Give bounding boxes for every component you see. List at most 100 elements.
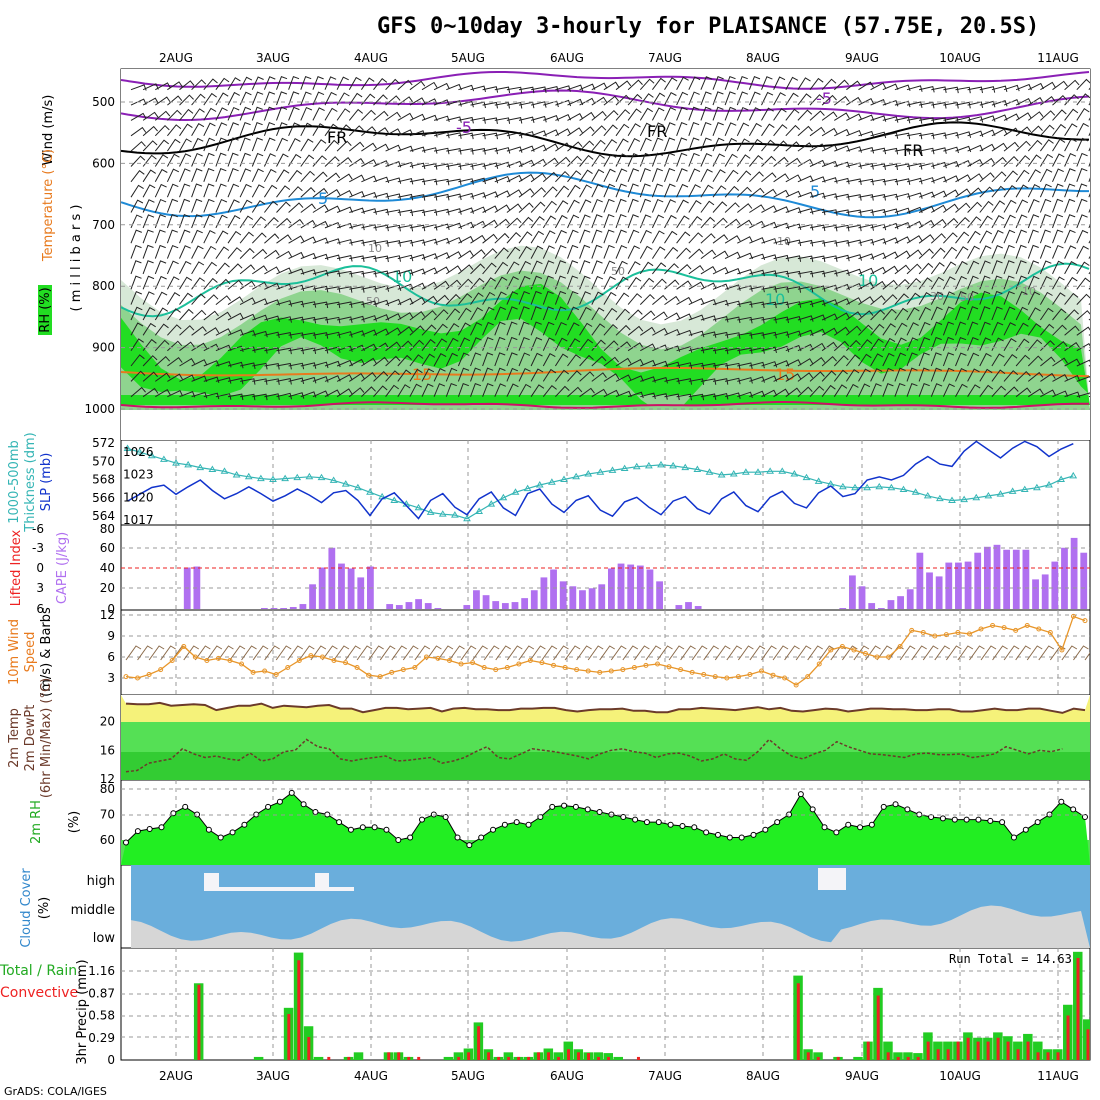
wind-barb	[446, 251, 462, 260]
wind-barb	[882, 265, 899, 275]
wind-barb	[300, 170, 315, 183]
wind-barb	[1076, 214, 1088, 229]
rh2m-point	[300, 801, 307, 808]
low-cloud	[131, 905, 1090, 948]
wind-barb	[1015, 229, 1027, 244]
wind-barb	[724, 202, 740, 213]
wind-barb	[870, 368, 883, 382]
wind-barb	[555, 85, 571, 92]
wind-speed-point	[470, 660, 476, 666]
wind-barb	[312, 171, 328, 183]
wind-barb	[494, 247, 509, 259]
wind-barb	[882, 83, 899, 91]
wind-barb	[749, 154, 764, 167]
wind-barb	[955, 86, 971, 94]
wind-barb	[555, 385, 570, 398]
panel3-plot	[121, 537, 1090, 609]
wind-barb	[288, 122, 301, 137]
precip-conv-bar	[597, 1056, 601, 1060]
thickness-point	[717, 470, 726, 478]
wind-barb	[567, 214, 580, 229]
wind-speed-point	[458, 661, 464, 667]
rh2m-point	[868, 821, 875, 828]
cape-bar	[280, 608, 288, 609]
wind-barb	[191, 245, 204, 259]
wind-barb	[882, 116, 899, 123]
wind-barb	[882, 193, 899, 201]
cape-bar	[1012, 549, 1020, 609]
wind-barb	[1088, 240, 1090, 244]
wind-barb	[676, 313, 693, 321]
wind-barb	[894, 322, 908, 336]
cape-bar	[415, 599, 422, 609]
precip-tick: 0.29	[88, 1031, 115, 1045]
wind-speed-point	[1047, 630, 1053, 635]
thickness-point	[499, 493, 508, 501]
wind-barb	[191, 359, 208, 367]
wind-barb	[785, 373, 802, 382]
cloud-tick: high	[87, 874, 115, 889]
wind-barb	[457, 367, 470, 382]
wind-barb	[1064, 309, 1079, 321]
cape-bar	[579, 590, 586, 609]
wind-barb	[943, 131, 959, 139]
wind-barb	[676, 215, 690, 229]
wind-speed-point	[990, 623, 996, 628]
wind-barb	[239, 231, 254, 244]
wind-barb	[712, 393, 729, 400]
wind-barb	[409, 97, 426, 106]
wind-barb	[433, 353, 447, 367]
wind-barb	[785, 315, 802, 323]
precip-conv-bar	[1086, 1029, 1090, 1060]
wind-barb	[773, 140, 789, 152]
wind-barb	[979, 143, 996, 152]
high-cloud	[315, 873, 329, 891]
wind-barb	[457, 322, 471, 336]
wind-barb	[955, 306, 967, 321]
wind-barb	[761, 123, 775, 137]
wind-barb	[530, 352, 543, 367]
thickness-point	[814, 477, 823, 484]
wind-barb	[640, 326, 656, 336]
sfc-wind-barb	[194, 645, 211, 661]
wind-barb	[639, 277, 655, 290]
precip-conv-bar	[636, 1056, 640, 1060]
wind-barb	[239, 313, 256, 321]
wind-barb	[409, 130, 426, 137]
wind-barb	[761, 346, 777, 354]
wind-barb	[506, 352, 518, 367]
wind-barb	[567, 386, 583, 398]
wind-barb	[809, 299, 826, 307]
wind-barb	[749, 187, 765, 198]
wind-barb	[276, 185, 291, 198]
wind-barb	[737, 332, 753, 339]
wind-barb	[385, 370, 400, 382]
rh2m-point	[490, 826, 497, 833]
thickness-point	[584, 470, 593, 477]
wind-barb	[154, 244, 166, 259]
rh2m-point	[939, 815, 946, 822]
wind-barb	[409, 239, 426, 246]
wind-barb	[470, 382, 482, 397]
pressure-tick-label: 1000	[84, 402, 115, 416]
contour-label: FR	[647, 122, 667, 141]
sfc-wind-barb	[218, 645, 234, 661]
wind-barb	[882, 178, 899, 186]
wind-barb	[603, 109, 619, 121]
wind-barb	[797, 358, 814, 367]
wind-barb	[373, 370, 389, 382]
bottom-date-label: 10AUG	[939, 1069, 981, 1083]
thickness-point	[1008, 487, 1017, 494]
wind-speed-point	[516, 661, 522, 667]
wind-barb	[1064, 375, 1081, 382]
wind-barb	[312, 91, 325, 106]
thickness-tick: 564	[92, 509, 115, 523]
rh2m-point	[738, 834, 745, 841]
wind-barb	[324, 389, 341, 398]
wind-barb	[1015, 98, 1032, 106]
precip-conv-bar	[497, 1056, 501, 1060]
wind-barb	[894, 193, 911, 200]
rh2m-line	[125, 792, 1086, 846]
wind-barb	[846, 297, 862, 306]
wind-speed-point	[1036, 626, 1042, 632]
